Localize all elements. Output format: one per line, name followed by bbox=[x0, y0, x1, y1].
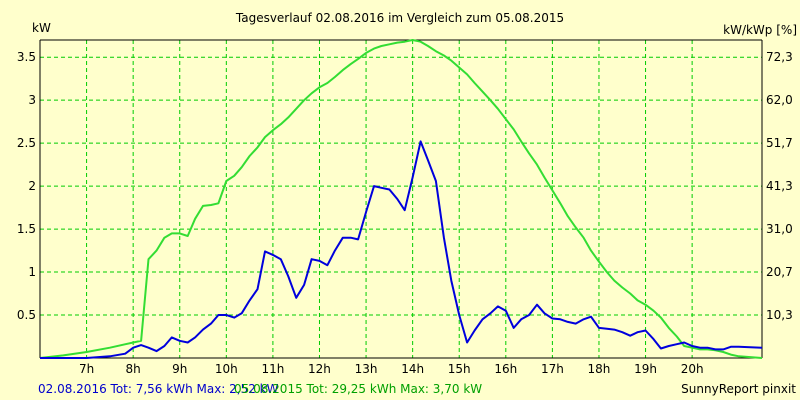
labels-layer: 7h 8h 9h 10h 11h 12h 13h 14h 15h 16h 17h 18h 19h 20h 0… bbox=[17, 50, 793, 376]
x-tick-label: 16h bbox=[494, 362, 517, 376]
x-tick-label: 10h bbox=[215, 362, 238, 376]
x-tick-label: 9h bbox=[172, 362, 187, 376]
x-tick-label: 17h bbox=[541, 362, 564, 376]
footer-credit: SunnyReport pinxit bbox=[681, 382, 796, 396]
chart-title: Tagesverlauf 02.08.2016 im Vergleich zum… bbox=[235, 11, 564, 25]
y2-tick-label: 10,3 bbox=[766, 308, 793, 322]
y2-tick-label: 72,3 bbox=[766, 50, 793, 64]
x-tick-label: 15h bbox=[448, 362, 471, 376]
y-tick-label: 0.5 bbox=[17, 308, 36, 322]
y2-tick-label: 51,7 bbox=[766, 136, 793, 150]
grid-layer bbox=[40, 40, 762, 358]
series-2015-line bbox=[39, 39, 763, 359]
x-tick-label: 12h bbox=[308, 362, 331, 376]
axes-layer bbox=[39, 39, 763, 359]
x-tick-label: 8h bbox=[126, 362, 141, 376]
y2-tick-label: 20,7 bbox=[766, 265, 793, 279]
y-tick-label: 3.5 bbox=[17, 50, 36, 64]
footer-summary-2015: 05.08.2015 Tot: 29,25 kWh Max: 3,70 kW bbox=[234, 382, 482, 396]
y2-axis-label: kW/kWp [%] bbox=[723, 23, 797, 37]
y-tick-label: 1.5 bbox=[17, 222, 36, 236]
x-tick-label: 13h bbox=[355, 362, 378, 376]
y2-tick-label: 41,3 bbox=[766, 179, 793, 193]
y-tick-label: 2 bbox=[28, 179, 36, 193]
y-tick-label: 2.5 bbox=[17, 136, 36, 150]
y-axis-label: kW bbox=[32, 21, 51, 35]
y-tick-label: 3 bbox=[28, 93, 36, 107]
x-tick-label: 11h bbox=[261, 362, 284, 376]
x-tick-label: 14h bbox=[401, 362, 424, 376]
series-layer bbox=[39, 39, 763, 359]
x-tick-label: 7h bbox=[79, 362, 94, 376]
footer-summary-2016: 02.08.2016 Tot: 7,56 kWh Max: 2,52 kW bbox=[38, 382, 279, 396]
y-tick-label: 1 bbox=[28, 265, 36, 279]
x-tick-label: 18h bbox=[588, 362, 611, 376]
x-tick-label: 20h bbox=[681, 362, 704, 376]
series-2016-line bbox=[40, 140, 763, 359]
y2-tick-label: 31,0 bbox=[766, 222, 793, 236]
x-tick-label: 19h bbox=[634, 362, 657, 376]
y2-tick-label: 62,0 bbox=[766, 93, 793, 107]
